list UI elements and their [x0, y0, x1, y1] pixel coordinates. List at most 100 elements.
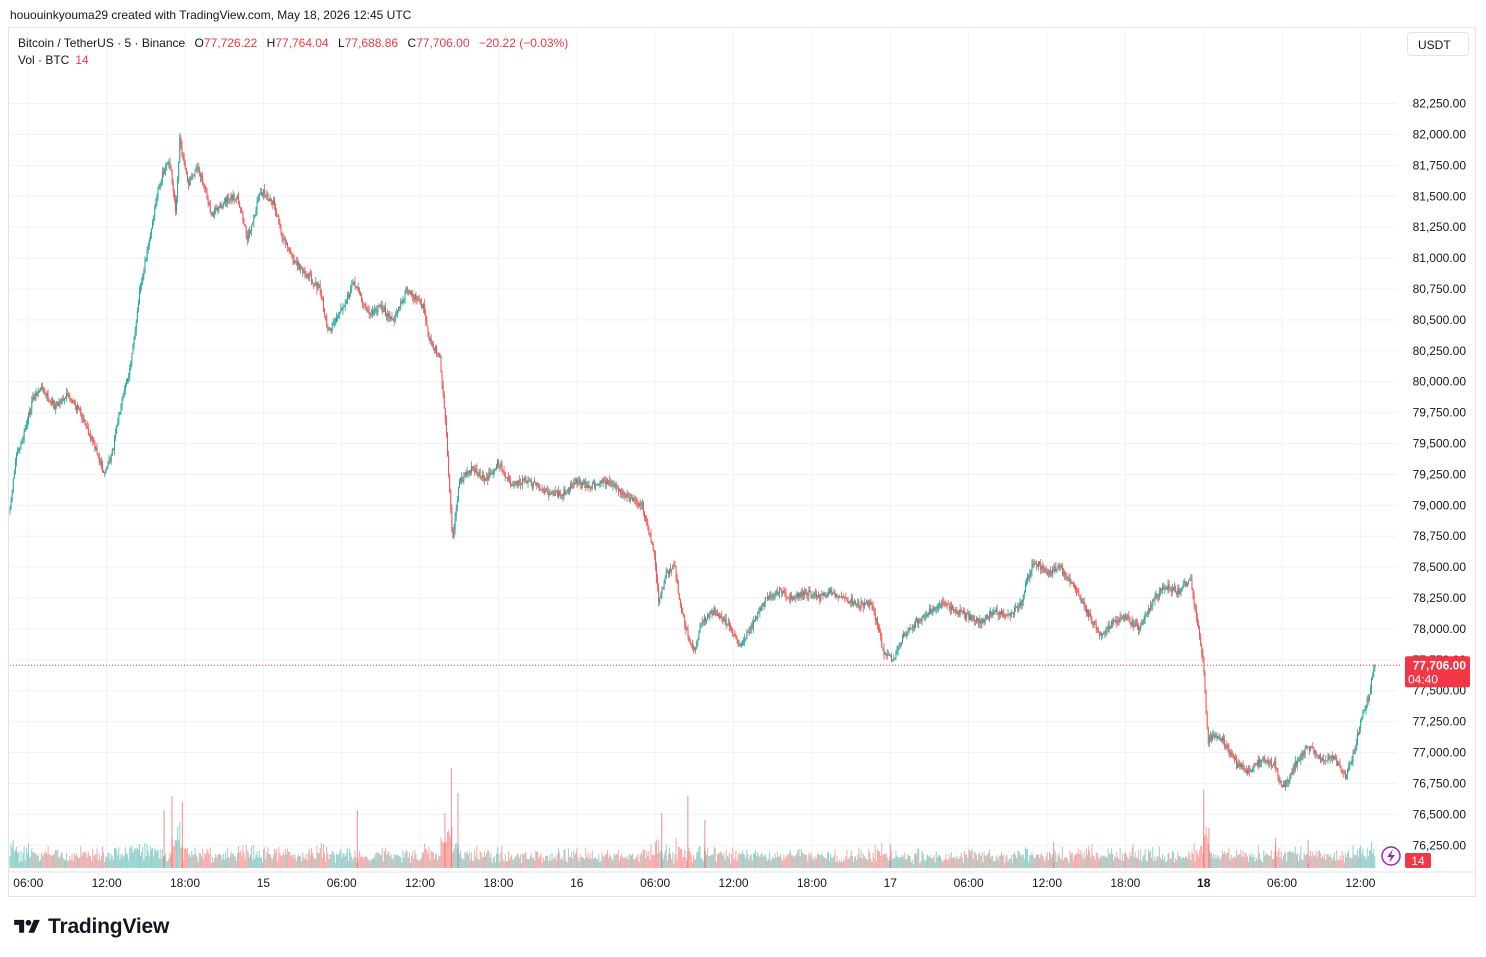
candle: [1052, 565, 1054, 579]
candle-body: [583, 483, 585, 484]
candle: [925, 610, 927, 619]
candle: [1289, 773, 1291, 785]
candle-body: [345, 300, 347, 304]
volume-bar: [839, 862, 841, 868]
candle-body: [946, 603, 948, 606]
volume-bar: [983, 851, 985, 868]
candle-body: [739, 643, 741, 647]
candle: [684, 614, 686, 630]
candle-body: [208, 201, 210, 205]
volume-label[interactable]: Vol · BTC: [18, 53, 70, 67]
candle-body: [82, 418, 84, 422]
candle: [985, 614, 987, 621]
candle: [1212, 730, 1214, 742]
volume-bar: [400, 856, 402, 868]
candle-body: [1304, 748, 1306, 755]
candle: [217, 206, 219, 215]
candle-body: [977, 618, 979, 620]
volume-bar: [922, 853, 924, 868]
candle: [404, 289, 406, 305]
candle: [1018, 603, 1020, 612]
volume-bar: [917, 848, 919, 868]
candle-body: [1239, 763, 1241, 767]
volume-bar: [881, 842, 883, 868]
candle: [261, 191, 263, 198]
candle-body: [66, 393, 68, 397]
volume-bar: [72, 860, 74, 868]
candle-body: [596, 484, 598, 486]
candle-body: [848, 601, 850, 603]
candle-body: [1012, 613, 1014, 615]
candle-body: [1206, 713, 1208, 729]
candle: [1140, 621, 1142, 632]
candle-body: [1324, 760, 1326, 761]
candle: [202, 171, 204, 186]
candle-body: [810, 591, 812, 598]
candle: [370, 308, 372, 317]
candle: [172, 179, 174, 197]
volume-bar: [1337, 859, 1339, 868]
currency-button[interactable]: USDT: [1407, 32, 1469, 56]
volume-bar: [1204, 835, 1206, 868]
candle: [1181, 586, 1183, 592]
candle: [832, 592, 834, 596]
candle-body: [862, 603, 864, 608]
volume-bar: [726, 855, 728, 868]
candle-body: [959, 609, 961, 616]
candle-body: [968, 613, 970, 620]
candle: [187, 177, 189, 190]
candle-body: [18, 448, 20, 453]
candle-body: [542, 489, 544, 491]
volume-bar: [318, 852, 320, 868]
candle-body: [1009, 614, 1011, 617]
candle-body: [234, 198, 236, 200]
candle: [589, 485, 591, 493]
candle: [901, 633, 903, 644]
candle: [1074, 584, 1076, 594]
candle-body: [523, 478, 525, 480]
candle: [576, 478, 578, 489]
volume-bar: [1245, 853, 1247, 868]
candle: [343, 304, 345, 308]
candle: [563, 485, 565, 500]
candle: [732, 627, 734, 637]
candle-body: [125, 382, 127, 385]
candle-body: [1074, 587, 1076, 591]
volume-bar: [827, 851, 829, 868]
candle-body: [93, 441, 95, 443]
candle: [500, 461, 502, 470]
volume-bar: [1005, 856, 1007, 868]
symbol-title[interactable]: Bitcoin / TetherUS · 5 · Binance: [18, 36, 186, 50]
candle-body: [1086, 609, 1088, 614]
volume-bar: [825, 859, 827, 868]
volume-bar: [761, 853, 763, 868]
candle: [1189, 577, 1191, 581]
volume-bar: [1028, 861, 1030, 868]
candle-body: [1088, 609, 1090, 617]
volume-bar: [1326, 854, 1328, 868]
candle-body: [849, 601, 851, 603]
volume-bar: [1302, 860, 1304, 868]
volume-bar: [278, 846, 280, 868]
volume-bar: [1069, 850, 1071, 868]
candle-body: [784, 592, 786, 594]
volume-bar: [1290, 851, 1292, 868]
candle-body: [1154, 596, 1156, 601]
candle-body: [628, 497, 630, 501]
candle-body: [292, 256, 294, 260]
candle-body: [56, 401, 58, 406]
volume-bar: [962, 862, 964, 868]
candle-body: [1098, 632, 1100, 635]
candle: [450, 488, 452, 514]
candle-body: [686, 629, 688, 631]
volume-bar: [725, 849, 727, 868]
volume-bar: [1065, 857, 1067, 868]
candle: [228, 192, 230, 204]
candle-body: [1026, 581, 1028, 585]
candle: [579, 478, 581, 489]
volume-bar: [1009, 859, 1011, 868]
volume-bar: [578, 860, 580, 868]
candle: [819, 593, 821, 605]
candle-body: [983, 619, 985, 623]
